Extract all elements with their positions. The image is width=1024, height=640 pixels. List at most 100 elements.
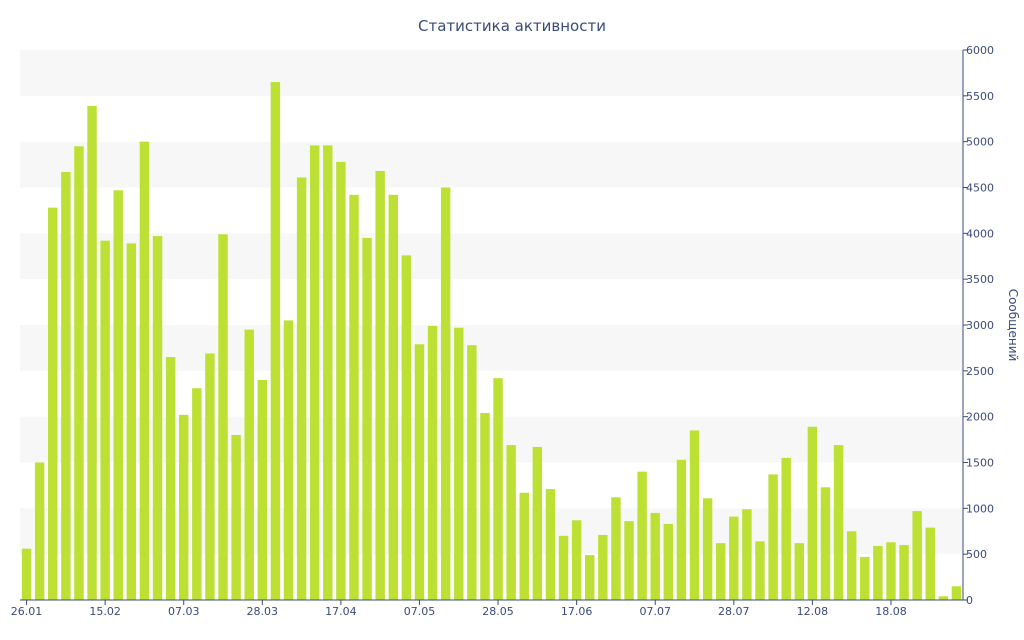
bar[interactable] [506,445,516,600]
y-tick-label: 1500 [966,457,994,470]
bar[interactable] [715,543,726,600]
bar[interactable] [296,177,307,601]
bar[interactable] [689,430,700,600]
x-tick-label: 28.05 [482,605,514,618]
y-tick-label: 2500 [966,365,994,378]
x-tick-label: 26.01 [11,605,43,618]
grid-band [20,50,963,96]
y-tick-label: 5500 [966,90,994,103]
x-tick-label: 18.08 [875,605,907,618]
bar[interactable] [873,545,883,600]
bar[interactable] [755,541,765,600]
bar[interactable] [139,141,150,601]
x-tick-label: 28.07 [718,605,750,618]
bar[interactable] [650,512,660,600]
bar[interactable] [388,194,398,600]
bar[interactable] [611,497,621,600]
grid-band [20,416,963,463]
x-tick-label: 17.06 [561,605,593,618]
bar[interactable] [519,492,529,600]
bar[interactable] [558,535,569,600]
bar[interactable] [401,255,412,600]
bar[interactable] [48,207,58,601]
bar[interactable] [820,487,831,600]
bar[interactable] [545,489,556,600]
bar[interactable] [34,462,45,601]
bar[interactable] [702,498,713,600]
bar[interactable] [624,521,634,600]
bar[interactable] [414,344,425,600]
bar[interactable] [309,145,320,600]
bar[interactable] [74,146,84,600]
bar[interactable] [493,378,503,600]
y-axis-label: Сообщений [1006,289,1020,362]
bar[interactable] [637,471,647,600]
bar[interactable] [152,236,163,600]
bar[interactable] [440,187,451,601]
bar[interactable] [781,457,791,600]
y-axis-ticks: 0 500 1000 1500 2000 2500 3000 3500 4000 4500 5000… [963,44,994,607]
bar[interactable] [454,327,464,600]
bar[interactable] [532,446,543,600]
bar[interactable] [899,545,909,600]
bar[interactable] [585,555,595,600]
bar[interactable] [21,548,32,600]
bar[interactable] [886,542,896,600]
grid-band [20,325,963,371]
bar[interactable] [362,237,372,601]
y-tick-label: 0 [966,594,973,607]
bar[interactable] [205,353,215,600]
bar[interactable] [218,234,228,600]
bar[interactable] [742,509,752,600]
x-tick-label: 15.02 [89,605,121,618]
bar[interactable] [61,171,71,601]
y-tick-label: 3500 [966,273,994,286]
bar[interactable] [663,523,674,600]
bar[interactable] [925,527,935,600]
y-tick-label: 4500 [966,182,994,195]
x-tick-label: 07.03 [168,605,200,618]
bar[interactable] [794,543,804,600]
bar[interactable] [179,414,189,600]
y-tick-label: 3000 [966,319,994,332]
bar[interactable] [846,531,857,600]
grid-band [20,187,963,234]
bar[interactable] [676,459,687,600]
bars [21,82,962,601]
bar[interactable] [323,145,333,600]
bar[interactable] [768,474,778,600]
bar[interactable] [729,516,739,600]
bar[interactable] [912,511,922,600]
y-tick-label: 2000 [966,411,994,424]
bar[interactable] [427,325,438,600]
bar[interactable] [375,171,385,600]
bar[interactable] [100,240,110,601]
grid-band [20,141,963,188]
bar[interactable] [126,243,137,601]
bar[interactable] [938,596,949,600]
grid-band [20,462,963,509]
bar[interactable] [951,586,962,600]
bar[interactable] [192,388,202,600]
bar[interactable] [598,534,608,600]
bar[interactable] [257,380,268,600]
grid-band [20,279,963,325]
bar[interactable] [807,426,818,600]
bar[interactable] [270,82,281,600]
bar[interactable] [113,190,123,600]
bar[interactable] [336,161,346,600]
x-tick-label: 17.04 [325,605,357,618]
bar[interactable] [244,329,254,600]
bar[interactable] [87,105,97,601]
bar[interactable] [571,520,582,600]
y-tick-label: 500 [966,548,987,561]
bar[interactable] [480,413,490,600]
bar[interactable] [165,357,176,600]
bar[interactable] [860,556,870,600]
bar[interactable] [349,194,359,600]
bar[interactable] [467,345,477,600]
bar[interactable] [231,435,241,600]
bar[interactable] [833,445,844,600]
bar[interactable] [283,320,294,600]
